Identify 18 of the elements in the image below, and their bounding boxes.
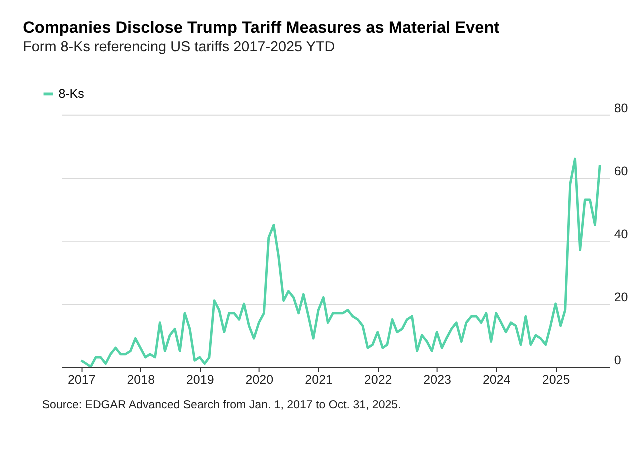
y-tick-label: 40 xyxy=(614,228,628,242)
x-tick-label: 2018 xyxy=(127,372,156,387)
source-note: Source: EDGAR Advanced Search from Jan. 1, 2017 to Oct. 31, 2025. xyxy=(42,399,402,412)
x-tick-label: 2019 xyxy=(186,372,214,387)
x-tick-label: 2024 xyxy=(482,372,511,387)
chart-title: Companies Disclose Trump Tariff Measures as Material Event xyxy=(23,19,500,38)
chart-subtitle: Form 8-Ks referencing US tariffs 2017-2025 YTD xyxy=(23,39,336,56)
y-tick-label: 0 xyxy=(614,354,622,368)
x-tick-label: 2022 xyxy=(364,372,392,387)
x-tick-label: 2020 xyxy=(246,372,274,387)
legend-label: 8-Ks xyxy=(58,87,84,102)
y-tick-label: 20 xyxy=(614,290,628,305)
x-tick-label: 2023 xyxy=(424,372,452,387)
x-tick-label: 2017 xyxy=(68,372,96,387)
x-tick-label: 2021 xyxy=(305,372,334,387)
y-tick-label: 60 xyxy=(614,164,628,179)
y-tick-label: 80 xyxy=(614,101,628,116)
x-tick-label: 2025 xyxy=(542,372,570,387)
